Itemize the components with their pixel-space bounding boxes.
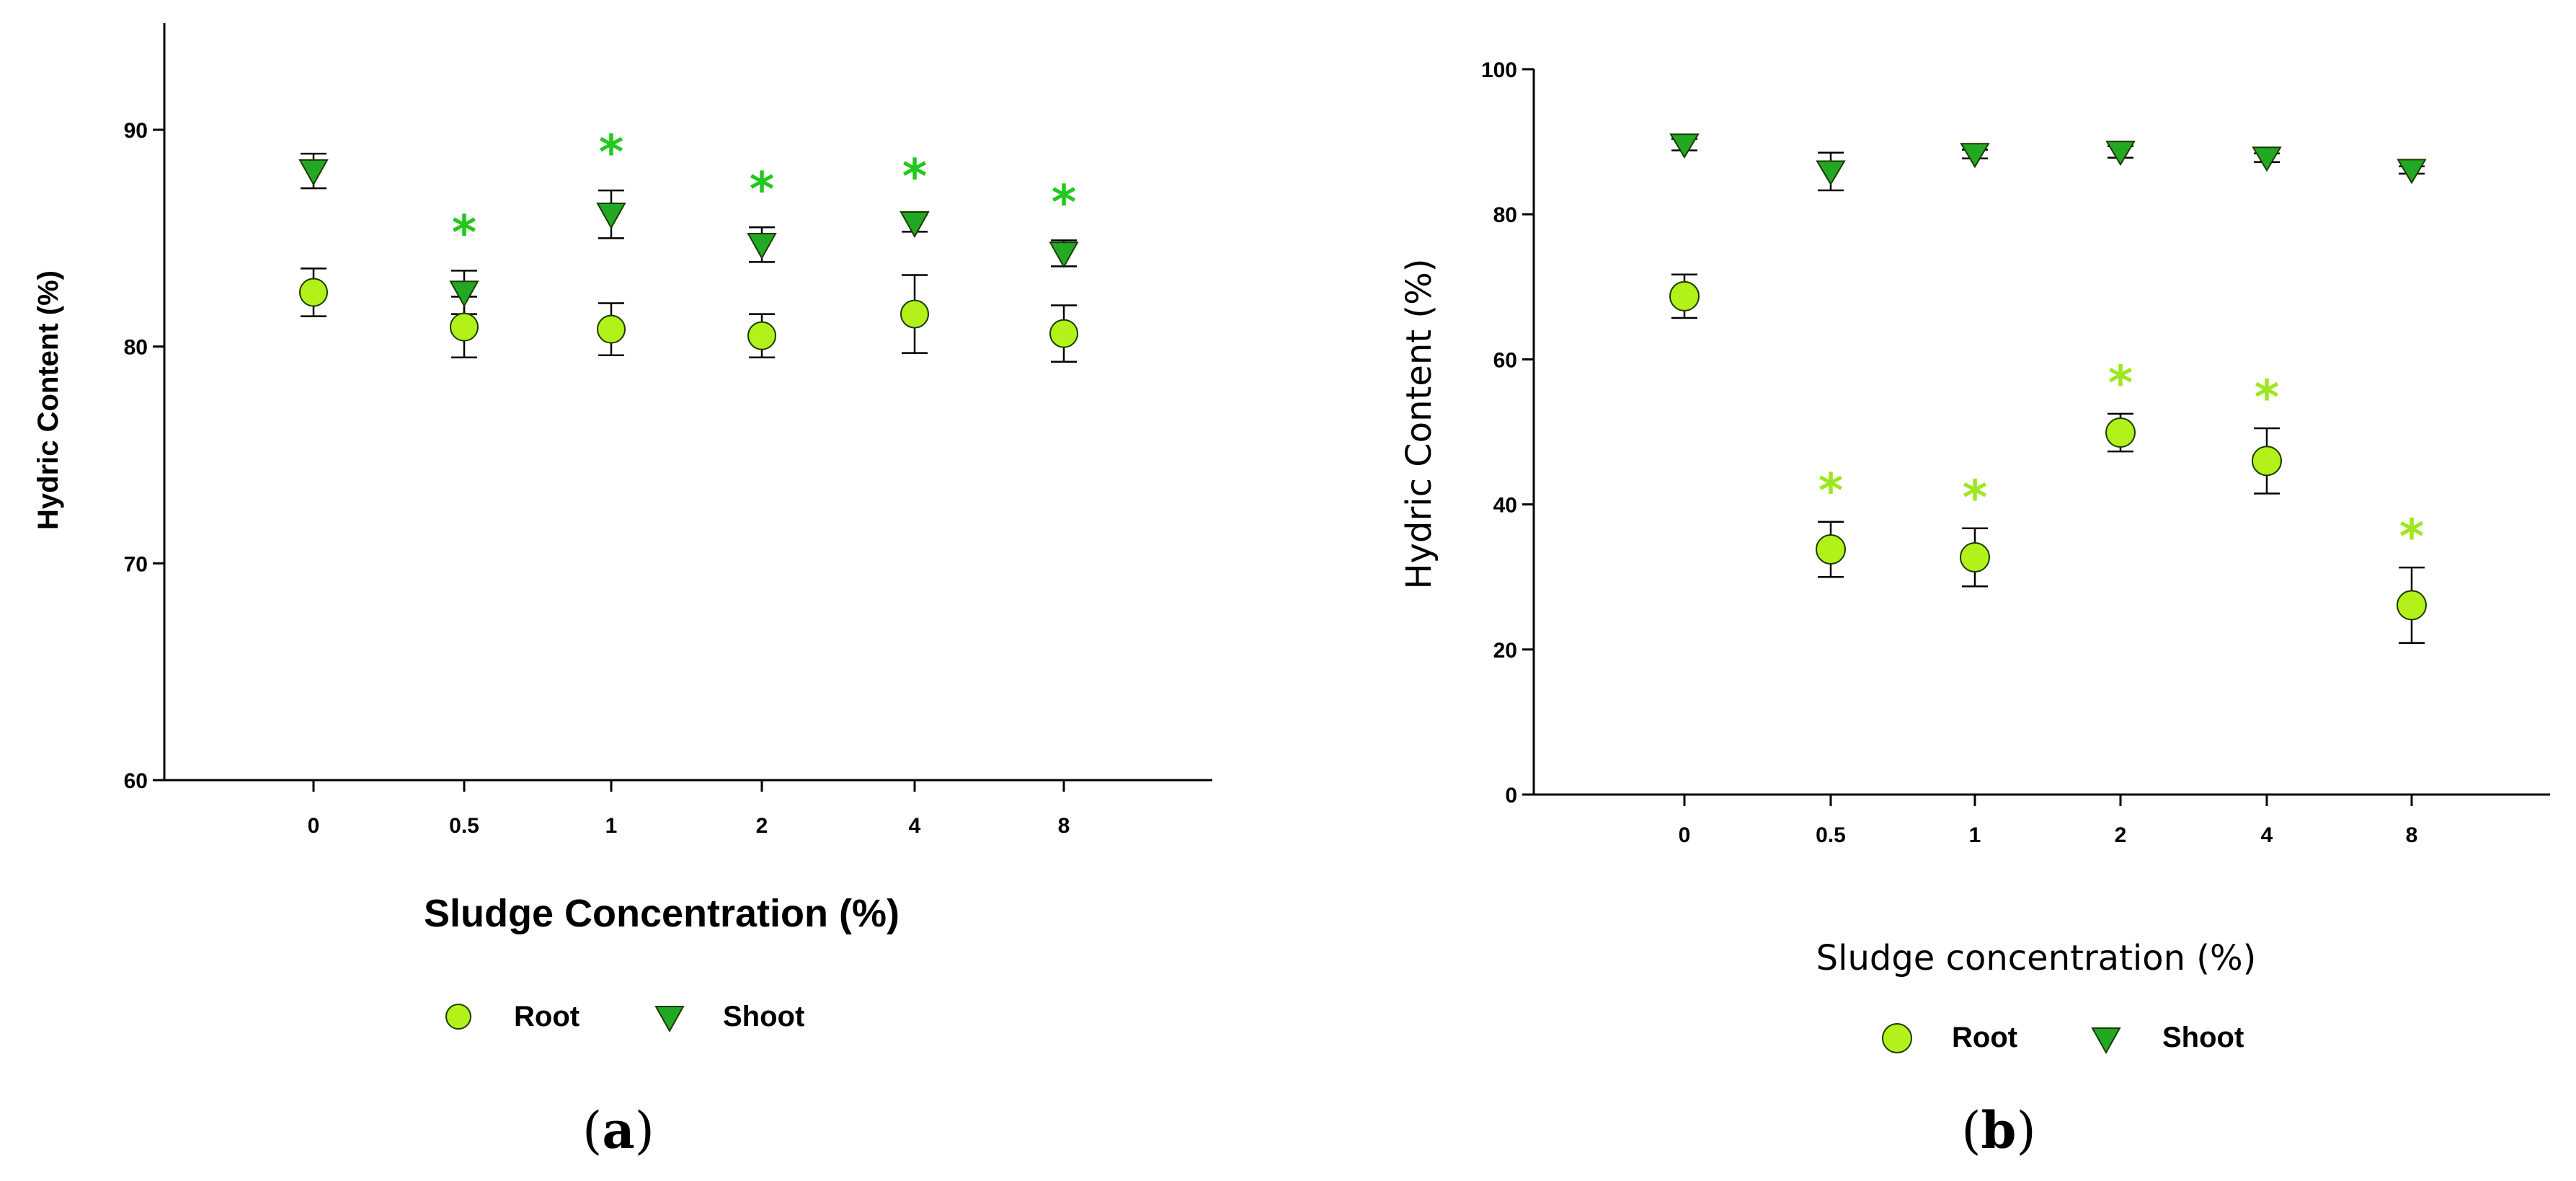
shoot-point: [298, 159, 329, 186]
y-tick-label: 90: [124, 119, 148, 143]
panel-a-y-axis-label: Hydric Content (%): [32, 270, 64, 530]
y-tick-label: 60: [1493, 348, 1517, 372]
root-point: [450, 312, 479, 342]
significance-star: *: [2108, 355, 2133, 411]
panel-b-y-axis-label: Hydric Content (%): [1399, 259, 1439, 590]
y-tick-label: 60: [124, 769, 148, 793]
legend-root-label: Root: [1952, 1022, 2017, 1053]
significance-star: *: [2255, 370, 2280, 425]
significance-star: *: [452, 205, 477, 260]
panel-a-label: (a): [582, 1100, 654, 1160]
root-point: [2105, 417, 2136, 448]
panel-b-x-axis-label: Sludge concentration (%): [1816, 938, 2257, 978]
significance-star: *: [1052, 174, 1077, 230]
panel-b-chart: 0 20 40 60 80 100 0 0.5 1 2 4 8 Hydric Content (%)…: [1399, 58, 2550, 1160]
x-tick-label: 0.5: [449, 814, 479, 838]
x-tick-label: 8: [1058, 814, 1070, 838]
x-tick-label: 8: [2406, 823, 2418, 847]
root-point: [1960, 542, 1990, 573]
significance-star: *: [599, 125, 624, 180]
shoot-point: [1669, 133, 1700, 159]
root-point: [1049, 319, 1078, 348]
shoot-point: [900, 211, 930, 239]
legend-shoot-label: Shoot: [723, 1001, 804, 1032]
root-point: [1669, 280, 1700, 311]
x-tick-label: 0.5: [1816, 823, 1846, 847]
y-tick-label: 0: [1505, 784, 1517, 808]
x-tick-label: 4: [2261, 823, 2273, 847]
x-tick-label: 1: [1969, 823, 1981, 847]
shoot-point: [1960, 143, 1990, 169]
root-point: [597, 314, 626, 344]
root-point: [900, 299, 929, 329]
significance-star: *: [1818, 464, 1844, 519]
shoot-point: [2105, 141, 2136, 167]
shoot-point: [1049, 242, 1079, 269]
significance-star: *: [2399, 509, 2425, 565]
y-tick-label: 20: [1493, 639, 1517, 663]
shoot-point: [2397, 159, 2427, 185]
panel-a-chart: 60 70 80 90 0 0.5 1 2 4 8 Hydric Content (%) Slu…: [32, 23, 1212, 1160]
x-tick-label: 1: [605, 814, 618, 838]
significance-star: *: [902, 149, 928, 204]
legend-shoot-label: Shoot: [2162, 1022, 2244, 1053]
root-point: [2397, 590, 2427, 621]
x-tick-label: 0: [1679, 823, 1691, 847]
root-point: [747, 321, 776, 350]
legend-root-marker: [445, 1004, 471, 1030]
legend-root-marker: [1882, 1023, 1912, 1053]
y-tick-label: 100: [1481, 58, 1517, 82]
shoot-point: [449, 280, 479, 308]
x-tick-label: 4: [909, 814, 921, 838]
panel-a-x-axis-label: Sludge Concentration (%): [424, 892, 900, 935]
panel-b-label: (b): [1961, 1100, 2036, 1160]
significance-star: *: [1963, 470, 1988, 526]
y-tick-label: 40: [1493, 494, 1517, 518]
legend-shoot-marker: [654, 1006, 685, 1033]
significance-star: *: [750, 162, 775, 217]
shoot-point: [1816, 160, 1846, 186]
x-tick-label: 2: [2115, 823, 2127, 847]
root-point: [2252, 446, 2282, 477]
legend-root-label: Root: [514, 1001, 579, 1032]
x-tick-label: 2: [756, 814, 768, 838]
shoot-point: [2252, 146, 2282, 172]
panel-b-legend: Root Shoot: [1882, 1022, 2244, 1055]
root-point: [1816, 534, 1846, 565]
panel-a-legend: Root Shoot: [445, 1001, 804, 1033]
y-tick-label: 80: [1493, 203, 1517, 227]
x-tick-label: 0: [308, 814, 320, 838]
y-tick-label: 70: [124, 552, 148, 576]
shoot-point: [747, 233, 777, 260]
shoot-point: [596, 202, 626, 230]
y-tick-label: 80: [124, 336, 148, 360]
root-point: [299, 278, 328, 307]
legend-shoot-marker: [2091, 1027, 2121, 1055]
